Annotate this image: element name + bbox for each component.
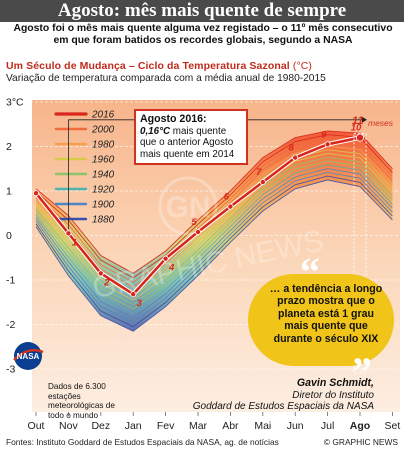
series-2016-point xyxy=(194,228,201,235)
series-2016-point xyxy=(355,133,364,142)
historical-lines xyxy=(35,130,393,332)
source-line: Fontes: Instituto Goddard de Estudos Esp… xyxy=(6,437,279,447)
historical-line xyxy=(35,168,393,319)
streak-count: 11 xyxy=(352,115,364,127)
y-tick-label: -1 xyxy=(6,275,15,287)
quote-attribution: Gavin Schmidt, Diretor do Instituto Godd… xyxy=(186,377,374,413)
x-tick-label: Fev xyxy=(157,420,175,432)
historical-band xyxy=(36,130,393,332)
series-2016-point xyxy=(97,270,104,277)
nasa-note: Dados de 6.300 estações meteorológicas d… xyxy=(48,382,115,420)
watermark-letters: GN xyxy=(166,191,211,224)
series-2016-point-label: 5 xyxy=(191,217,197,228)
quote-author: Gavin Schmidt, xyxy=(296,377,374,389)
section-unit: (°C) xyxy=(292,60,313,72)
historical-line xyxy=(35,164,393,314)
historical-line xyxy=(35,171,393,323)
callout-august-2016: Agosto 2016: 0,16°C mais quente que o an… xyxy=(134,109,248,165)
callout-value: 0,16°C xyxy=(140,125,171,137)
series-2016-point-label: 7 xyxy=(256,167,262,178)
callout-heading: Agosto 2016: xyxy=(140,113,207,125)
y-tick-label: 1 xyxy=(6,186,12,198)
historical-line xyxy=(35,156,393,306)
series-2016-point xyxy=(65,230,72,237)
quote-role-1: Diretor do Instituto xyxy=(292,389,374,401)
legend-label: 1960 xyxy=(92,155,115,166)
x-tick-label: Set xyxy=(385,420,401,432)
section-heading: Um Século de Mudança – Ciclo da Temperat… xyxy=(6,60,312,72)
y-axis: 3°C 2 1 0 -1 -2 -3 xyxy=(6,97,24,376)
quote-role-2: Goddard de Estudos Espaciais da NASA xyxy=(192,401,374,412)
quote-bubble: … a tendência a longo prazo mostra que o… xyxy=(248,274,394,366)
y-tick-label: -3 xyxy=(6,364,15,376)
august-highlight-column xyxy=(353,133,367,374)
series-2016-point-label: 2 xyxy=(103,277,110,288)
legend-label: 2016 xyxy=(91,110,115,121)
y-tick-label: -2 xyxy=(6,319,15,331)
series-2016-point xyxy=(292,154,299,161)
series-2016-point-label: 1 xyxy=(72,237,77,248)
series-2016-point xyxy=(324,141,331,148)
y-tick-label: 3°C xyxy=(6,97,24,109)
quote-close-mark: ” xyxy=(352,349,372,394)
section-label: Um Século de Mudança – Ciclo da Temperat… xyxy=(6,60,290,72)
historical-line xyxy=(35,160,393,310)
x-tick-label: Nov xyxy=(59,420,78,432)
series-2016-point-label: 9 xyxy=(321,129,327,140)
legend-label: 2000 xyxy=(91,125,115,136)
series-2016-point-label: 3 xyxy=(137,298,143,309)
series-2016-point xyxy=(259,179,266,186)
x-tick-label: Jun xyxy=(287,420,304,432)
quote-text: … a tendência a longo prazo mostra que o… xyxy=(269,283,383,345)
nasa-logo: NASA xyxy=(13,342,44,370)
historical-line xyxy=(35,175,393,328)
x-tick-label: Mai xyxy=(254,420,271,432)
series-2016-point xyxy=(130,291,137,298)
historical-line xyxy=(35,149,393,297)
series-2016-point-label: 4 xyxy=(168,263,175,274)
nasa-logo-text: NASA xyxy=(17,352,40,361)
callout-body: mais quente que o anterior Agosto mais q… xyxy=(140,125,235,160)
legend-label: 1980 xyxy=(92,140,115,151)
streak-unit: meses xyxy=(368,118,394,128)
series-2016-point-label: 10 xyxy=(351,123,362,134)
series-2016-point xyxy=(33,190,40,197)
page-title: Agosto: mês mais quente de sempre xyxy=(0,0,404,22)
streak-arrow xyxy=(362,116,367,123)
historical-line xyxy=(35,138,393,283)
series-2016-point xyxy=(227,203,234,210)
chart-description: Variação de temperatura comparada com a … xyxy=(6,73,326,84)
subtitle: Agosto foi o mês mais quente alguma vez … xyxy=(13,23,393,46)
x-tick-label: Ago xyxy=(350,420,370,432)
legend-label: 1900 xyxy=(92,200,115,211)
legend: 2016 2000 1980 1960 1940 1920 1900 1880 xyxy=(54,110,115,226)
series-2016-point xyxy=(162,255,169,262)
x-tick-label: Abr xyxy=(222,420,239,432)
historical-line xyxy=(35,130,393,274)
x-tick-label: Jul xyxy=(321,420,334,432)
y-tick-label: 0 xyxy=(6,230,12,242)
historical-line xyxy=(35,179,393,332)
series-2016-point-label: 8 xyxy=(289,143,295,154)
series-2016-point-label: 6 xyxy=(224,192,230,203)
series-2016: 1 2 3 4 5 6 7 8 9 10 xyxy=(33,123,364,309)
x-tick-label: Jan xyxy=(125,420,142,432)
x-axis: Out Nov Dez Jan Fev Mar Abr Mai Jun Jul Ago Set xyxy=(28,412,401,432)
y-tick-label: 2 xyxy=(6,141,12,153)
credit: © GRAPHIC NEWS xyxy=(323,437,398,447)
historical-line xyxy=(35,134,393,279)
x-tick-label: Dez xyxy=(91,420,110,432)
legend-label: 1880 xyxy=(92,215,115,226)
legend-label: 1920 xyxy=(92,185,115,196)
legend-label: 1940 xyxy=(92,170,115,181)
quote-open-mark: “ xyxy=(300,249,320,294)
x-tick-label: Out xyxy=(28,420,45,432)
x-tick-label: Mar xyxy=(189,420,208,432)
historical-line xyxy=(35,153,393,301)
